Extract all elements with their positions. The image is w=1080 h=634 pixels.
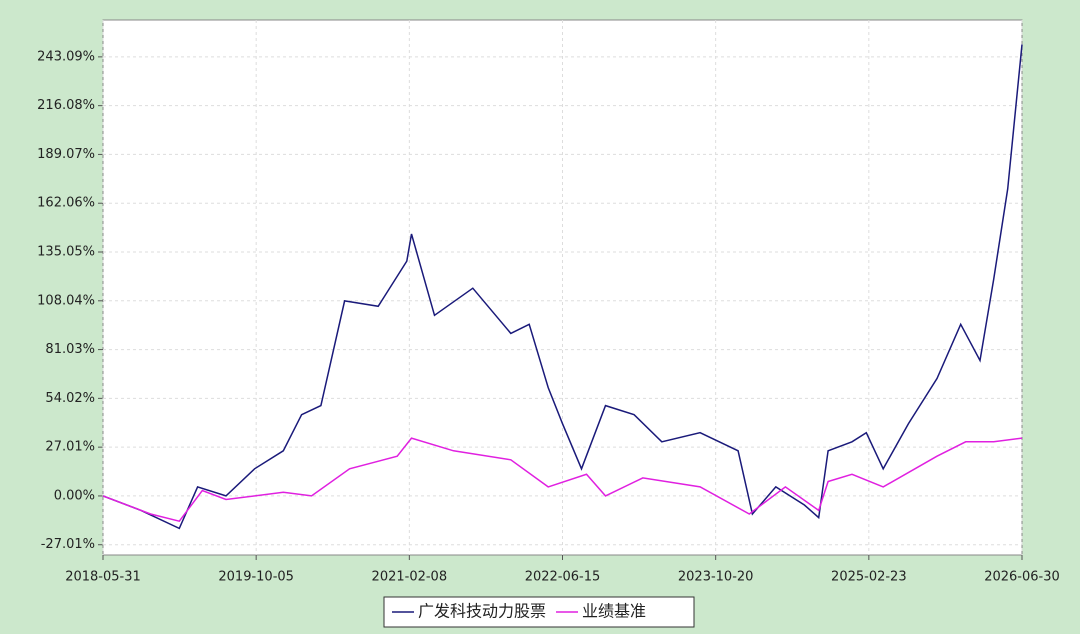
y-tick-label: 189.07% xyxy=(37,147,95,162)
y-tick-label: 27.01% xyxy=(45,440,95,455)
y-tick-label: 243.09% xyxy=(37,49,95,64)
legend-box xyxy=(383,596,695,628)
y-tick-label: 81.03% xyxy=(45,342,95,357)
x-tick-label: 2019-10-05 xyxy=(218,570,294,585)
series-line xyxy=(102,437,1023,523)
y-tick-label: 135.05% xyxy=(37,245,95,260)
x-tick-label: 2026-06-30 xyxy=(984,570,1060,585)
y-tick-label: 54.02% xyxy=(45,391,95,406)
x-tick-label: 2023-10-20 xyxy=(678,570,754,585)
x-tick-label: 2025-02-23 xyxy=(831,570,907,585)
legend-label: 广发科技动力股票 xyxy=(418,602,546,621)
y-tick-label: 0.00% xyxy=(54,488,95,503)
y-tick-label: 108.04% xyxy=(37,293,95,308)
x-tick-label: 2018-05-31 xyxy=(65,570,141,585)
series-line xyxy=(102,44,1023,530)
x-tick-label: 2022-06-15 xyxy=(525,570,601,585)
y-tick-label: 216.08% xyxy=(37,98,95,113)
y-tick-label: 162.06% xyxy=(37,196,95,211)
y-tick-label: -27.01% xyxy=(41,537,95,552)
legend-label: 业绩基准 xyxy=(582,602,646,621)
x-tick-label: 2021-02-08 xyxy=(372,570,448,585)
